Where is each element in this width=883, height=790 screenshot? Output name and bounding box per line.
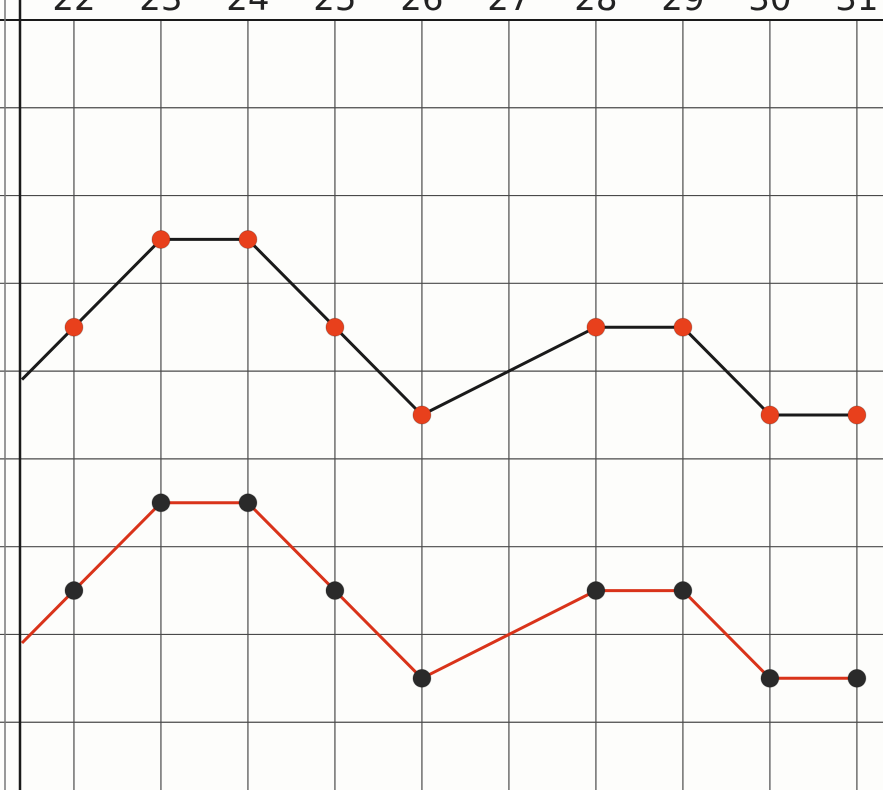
x-tick-label: 24	[226, 0, 269, 19]
x-tick-label: 29	[661, 0, 704, 19]
x-tick-label: 25	[313, 0, 356, 19]
series-point	[325, 581, 345, 601]
series-1	[20, 229, 867, 425]
series-point	[760, 668, 780, 688]
x-tick-label: 28	[574, 0, 617, 19]
series-point	[847, 405, 867, 425]
series-line	[20, 237, 857, 417]
x-tick-label: 23	[139, 0, 182, 19]
series-point	[673, 317, 693, 337]
series-point	[151, 229, 171, 249]
series-point	[325, 317, 345, 337]
x-tick-label: 22	[52, 0, 95, 19]
series-point	[586, 317, 606, 337]
x-tick-label: 30	[748, 0, 791, 19]
series-point	[238, 493, 258, 513]
series-line	[20, 501, 857, 680]
series-point	[760, 405, 780, 425]
series-point	[586, 581, 606, 601]
x-tick-label: 31	[835, 0, 878, 19]
x-tick-label: 27	[487, 0, 530, 19]
series-point	[64, 581, 84, 601]
series-point	[847, 668, 867, 688]
x-tick-labels: 22 23 24 25 26 27 28 29 30 31	[52, 0, 878, 19]
series-2	[20, 493, 867, 688]
series-point	[64, 317, 84, 337]
series-point	[673, 581, 693, 601]
series-point	[238, 229, 258, 249]
series-point	[412, 668, 432, 688]
x-tick-label: 26	[400, 0, 443, 19]
series	[20, 229, 867, 688]
series-point	[151, 493, 171, 513]
series-point	[412, 405, 432, 425]
